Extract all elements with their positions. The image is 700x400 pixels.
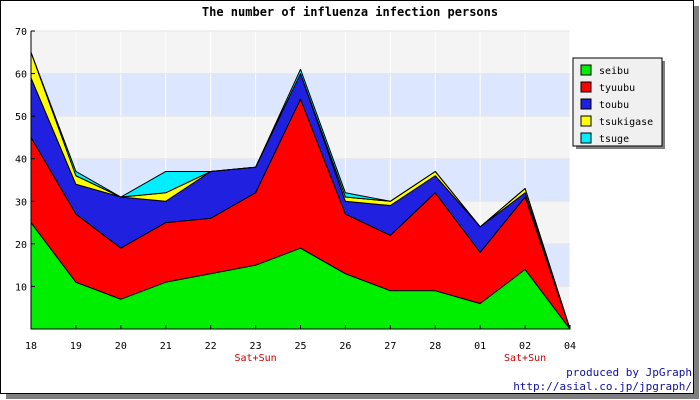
y-tick-label: 10	[15, 282, 27, 293]
legend-label-toubu: toubu	[599, 100, 629, 111]
x-tick-sublabel: Sat+Sun	[504, 353, 546, 364]
x-tick-label: 04	[564, 341, 576, 352]
legend-label-seibu: seibu	[599, 66, 629, 77]
legend-label-tyuubu: tyuubu	[599, 83, 635, 94]
y-tick-label: 30	[15, 197, 27, 208]
frame-shadow-right	[694, 6, 699, 399]
x-tick-label: 02	[519, 341, 531, 352]
chart-title: The number of influenza infection person…	[202, 5, 498, 19]
legend-swatch-toubu	[580, 98, 592, 110]
x-tick-label: 27	[384, 341, 396, 352]
y-tick-label: 20	[15, 240, 27, 251]
legend-swatch-seibu	[580, 64, 592, 76]
y-tick-label: 70	[15, 27, 27, 38]
x-tick-label: 20	[115, 341, 127, 352]
y-tick-label: 50	[15, 112, 27, 123]
legend-swatch-tsukigase	[580, 115, 592, 127]
legend-swatch-tsuge	[580, 132, 592, 144]
x-tick-label: 28	[429, 341, 441, 352]
legend: seibu tyuubu toubu tsukigase tsuge	[572, 57, 665, 149]
credit-line-1: produced by JpGraph	[566, 366, 692, 379]
y-tick-label: 40	[15, 155, 27, 166]
x-tick-label: 18	[25, 341, 37, 352]
x-tick-label: 23	[250, 341, 262, 352]
legend-swatch-tyuubu	[580, 81, 592, 93]
x-tick-label: 25	[294, 341, 306, 352]
frame-shadow-bottom	[6, 394, 699, 399]
x-tick-sublabel: Sat+Sun	[235, 353, 277, 364]
y-tick-label: 60	[15, 70, 27, 81]
x-tick-label: 26	[339, 341, 351, 352]
x-tick-label: 19	[70, 341, 82, 352]
credit-link[interactable]: http://asial.co.jp/jpgraph/	[513, 380, 692, 393]
x-tick-label: 22	[205, 341, 217, 352]
x-tick-label: 01	[474, 341, 486, 352]
legend-label-tsukigase: tsukigase	[599, 117, 653, 128]
legend-label-tsuge: tsuge	[599, 134, 629, 145]
x-tick-label: 21	[160, 341, 172, 352]
